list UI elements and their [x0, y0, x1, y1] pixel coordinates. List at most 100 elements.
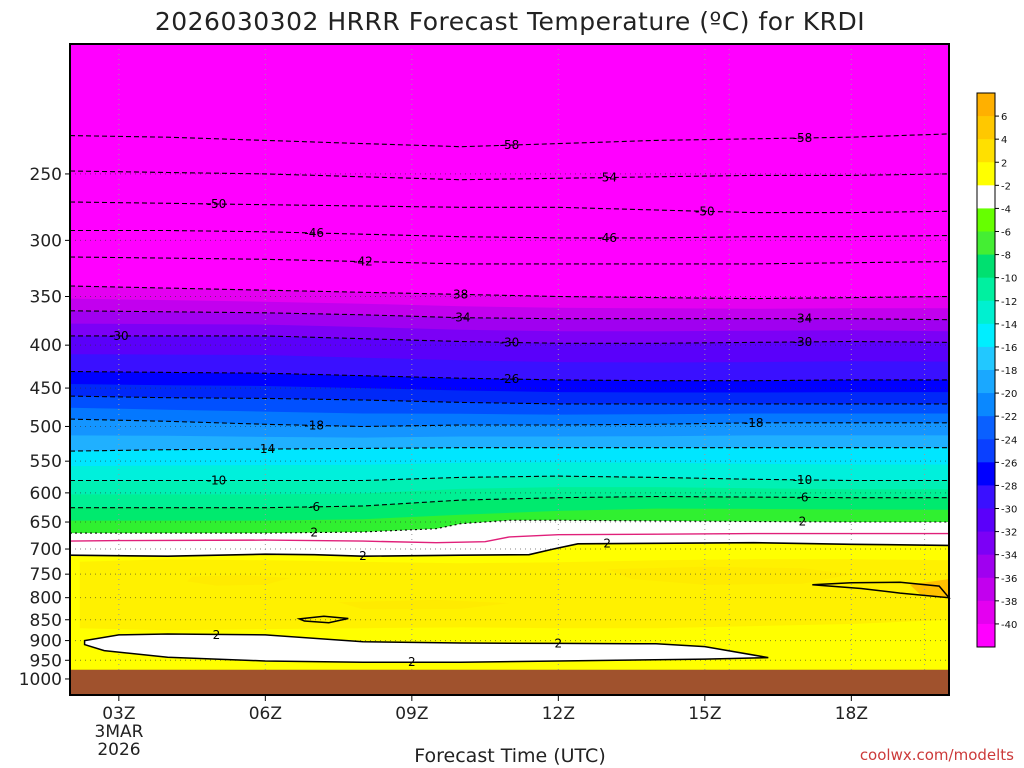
- credit-text: coolwx.com/modelts: [860, 746, 1014, 764]
- colorbar-label: -34: [1001, 551, 1017, 562]
- y-tick-label: 350: [30, 288, 62, 308]
- y-tick-label: 850: [30, 611, 62, 631]
- y-tick-label: 1000: [19, 670, 62, 690]
- colorbar-label: -32: [1001, 528, 1017, 539]
- isotherm--46: [70, 229, 950, 239]
- isotherm-contours: [69, 133, 951, 663]
- date-label-year: 2026: [97, 740, 140, 760]
- colorbar: 6 4 2 -2 -4 -6 -8 -10 -12 -14 -16 -18 -20 -22 -24 -26 -2…: [976, 92, 1017, 648]
- isotherm-label: -50: [695, 204, 715, 218]
- isotherm-label: -46: [304, 226, 324, 240]
- plot-frame: [69, 43, 950, 696]
- y-tick-label: 600: [30, 484, 62, 504]
- isotherm-label: -10: [793, 473, 813, 487]
- freezing-line: [69, 532, 949, 544]
- isotherm-label: -30: [500, 335, 520, 349]
- isotherm-label: -34: [793, 312, 813, 326]
- y-tick-label: 800: [30, 589, 62, 609]
- y-tick-label: 950: [30, 651, 62, 671]
- y-tick-label: 250: [30, 165, 62, 185]
- x-tick-label: 18Z: [835, 704, 868, 724]
- isotherm--26: [69, 370, 949, 382]
- colorbar-swatch: [977, 300, 995, 325]
- colorbar-swatch: [977, 277, 995, 302]
- colorbar-swatch: [977, 416, 995, 440]
- isotherm--34: [69, 310, 950, 321]
- colorbar-label: -36: [1001, 574, 1017, 585]
- isotherm--2: [70, 519, 949, 534]
- colorbar-swatch: [977, 623, 995, 648]
- colorbar-label: -6: [1001, 228, 1011, 239]
- isotherm--54: [69, 170, 950, 181]
- contour-labels: -58 -58 -54 -50 -50 -46 -46 -42 38 -34 -34 -30 -30 -3…: [109, 131, 813, 669]
- colorbar-label: -14: [1001, 320, 1017, 331]
- y-tick-label: 900: [30, 632, 62, 652]
- colorbar-label: -38: [1001, 597, 1017, 608]
- colorbar-label: -12: [1001, 297, 1017, 308]
- colorbar-swatch: [977, 208, 995, 232]
- colorbar-frame: [976, 92, 996, 648]
- x-axis-label: Forecast Time (UTC): [414, 745, 605, 767]
- isotherm-label: -58: [500, 138, 520, 152]
- isotherm-label: -6: [308, 500, 320, 514]
- isotherm-label: 2: [799, 515, 807, 529]
- colorbar-label: -20: [1001, 389, 1017, 400]
- isotherm-label: 2: [213, 628, 221, 642]
- y-tick-label: 750: [30, 565, 62, 585]
- colorbar-swatch: [977, 116, 995, 140]
- colorbar-label: -28: [1001, 481, 1017, 492]
- y-tick-label: 400: [30, 336, 62, 356]
- colorbar-swatch: [977, 462, 995, 486]
- colorbar-swatch: [977, 231, 995, 256]
- isotherm-label: 38: [453, 287, 468, 301]
- colorbar-swatch: [977, 370, 995, 394]
- isotherm--18: [69, 418, 949, 428]
- isotherm--42: [69, 256, 950, 265]
- colorbar-swatch: [977, 323, 995, 348]
- y-tick-label: 500: [30, 417, 62, 437]
- y-tick-label: 550: [30, 452, 62, 472]
- colorbar-swatch: [977, 577, 995, 602]
- isotherm--14: [69, 447, 949, 452]
- isotherm-label: -42: [353, 255, 373, 269]
- closed-contour-2: [812, 581, 951, 599]
- y-tick-label: 450: [30, 379, 62, 399]
- y-tick-label: 650: [30, 513, 62, 533]
- isotherm--38: [69, 285, 950, 300]
- colorbar-swatch: [977, 600, 995, 625]
- colorbar-swatch: [977, 185, 995, 209]
- chart-title: 2026030302 HRRR Forecast Temperature (ºC…: [155, 7, 865, 36]
- colorbar-label: 2: [1001, 158, 1007, 169]
- isotherm-label: -58: [793, 131, 813, 145]
- isotherm-label: -18: [744, 416, 764, 430]
- colorbar-label: -40: [1001, 620, 1017, 631]
- y-tick-label: 700: [30, 540, 62, 560]
- ground-below-surface: [70, 669, 949, 695]
- y-axis-ticks: 2503003504004505005506006507007508008509…: [19, 165, 70, 690]
- colorbar-label: -30: [1001, 505, 1017, 516]
- plus2-isotherm: [69, 541, 950, 558]
- colorbar-label: -16: [1001, 343, 1017, 354]
- isotherm--22: [69, 395, 949, 405]
- isotherm-label: 2: [408, 655, 416, 669]
- colorbar-label: -18: [1001, 366, 1017, 377]
- x-axis-ticks: 03Z 06Z 09Z 12Z 15Z 18Z: [102, 695, 868, 724]
- isotherm-label: 2: [310, 526, 318, 540]
- colorbar-swatch: [977, 439, 995, 463]
- y-tick-label: 300: [30, 231, 62, 251]
- x-tick-label: 06Z: [249, 704, 282, 724]
- isotherm--6: [70, 495, 949, 509]
- x-tick-label: 15Z: [688, 704, 721, 724]
- isotherm-label: -18: [304, 418, 324, 432]
- colorbar-swatch: [977, 531, 995, 556]
- isotherm-label: 2: [603, 537, 611, 551]
- x-tick-label: 09Z: [395, 704, 428, 724]
- isotherm-label: -26: [500, 372, 520, 386]
- isotherm--30: [70, 335, 950, 344]
- warm-patch-2: [187, 575, 290, 586]
- isotherm-label: -46: [597, 231, 617, 245]
- isotherm-label: -54: [597, 171, 617, 185]
- colorbar-swatch: [977, 393, 995, 417]
- isotherm-label: -30: [793, 335, 813, 349]
